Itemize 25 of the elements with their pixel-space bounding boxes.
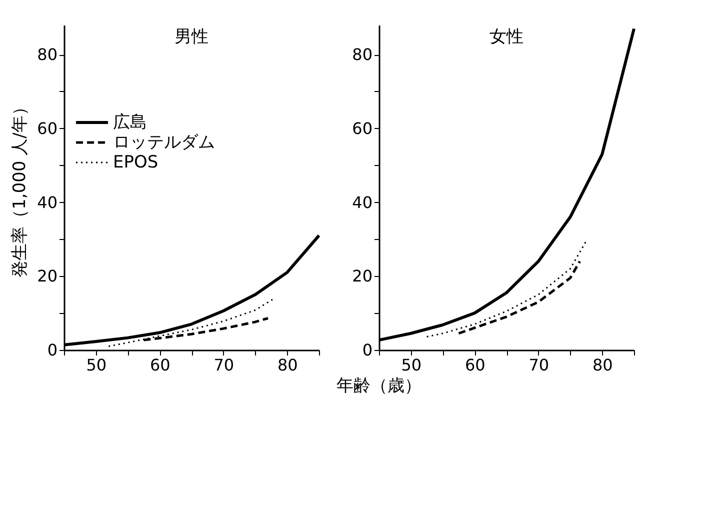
y-tick-label: 40: [37, 192, 58, 212]
y-tick-label: 0: [362, 340, 372, 360]
chart-title: 男性: [174, 27, 208, 47]
x-tick-label: 70: [528, 356, 550, 374]
legend-label: EPOS: [113, 152, 158, 172]
x-tick-label: 60: [150, 356, 170, 374]
y-axis-title: 発生率（1,000 人/年）: [10, 98, 30, 278]
y-tick-label: 20: [37, 266, 58, 286]
x-tick-label: 80: [592, 356, 613, 374]
x-tick-label: 80: [277, 356, 298, 374]
y-tick-label: 60: [37, 118, 58, 138]
legend-label: 広島: [113, 112, 147, 132]
y-tick-label: 60: [352, 118, 372, 138]
legend-label: ロッテルダム: [113, 132, 215, 152]
x-tick-label: 50: [401, 356, 422, 374]
chart-title: 女性: [490, 27, 524, 47]
y-tick-label: 80: [37, 45, 58, 64]
x-tick-label: 60: [464, 356, 486, 374]
y-tick-label: 20: [352, 266, 372, 286]
x-axis-title: 年齢（歳）: [336, 376, 422, 396]
y-tick-label: 80: [352, 45, 372, 64]
y-tick-label: 40: [352, 192, 372, 212]
x-tick-label: 70: [214, 356, 234, 374]
y-tick-label: 0: [47, 340, 58, 360]
x-tick-label: 50: [86, 356, 107, 374]
